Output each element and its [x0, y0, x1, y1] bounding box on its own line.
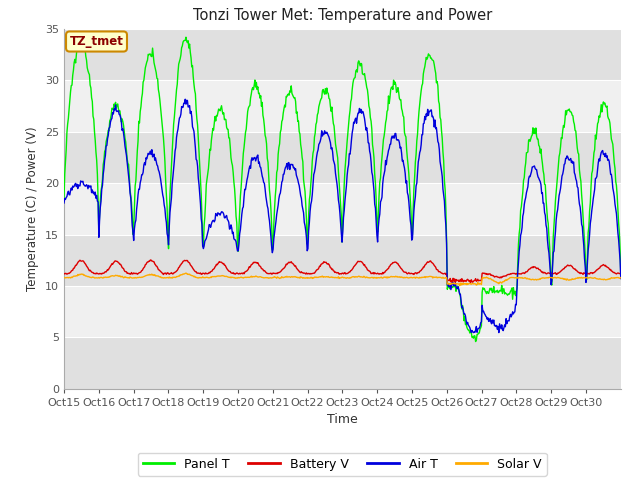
Air T	[60, 200, 68, 206]
Battery V	[432, 264, 440, 270]
Solar V	[60, 275, 68, 280]
Battery V	[147, 257, 154, 263]
Solar V	[456, 283, 463, 288]
Solar V	[125, 275, 133, 281]
Panel T	[401, 130, 408, 135]
Bar	[64, 132, 621, 183]
Air T	[277, 185, 285, 191]
Solar V	[401, 275, 408, 280]
X-axis label: Time: Time	[327, 413, 358, 426]
Panel T	[126, 187, 134, 193]
Line: Solar V: Solar V	[64, 273, 621, 286]
Line: Panel T: Panel T	[64, 36, 621, 342]
Air T	[470, 330, 477, 336]
Panel T	[256, 95, 264, 101]
Battery V	[125, 271, 133, 276]
Panel T	[76, 34, 84, 39]
Y-axis label: Temperature (C) / Power (V): Temperature (C) / Power (V)	[26, 127, 40, 291]
Bar	[64, 235, 621, 286]
Air T	[617, 276, 625, 281]
Air T	[256, 164, 264, 170]
Air T	[401, 165, 408, 171]
Solar V	[182, 270, 190, 276]
Battery V	[467, 280, 474, 286]
Battery V	[256, 263, 264, 269]
Battery V	[228, 270, 236, 276]
Battery V	[60, 271, 68, 276]
Battery V	[277, 268, 285, 274]
Air T	[125, 180, 133, 186]
Panel T	[472, 339, 479, 345]
Title: Tonzi Tower Met: Temperature and Power: Tonzi Tower Met: Temperature and Power	[193, 9, 492, 24]
Bar	[64, 183, 621, 235]
Bar	[64, 337, 621, 389]
Line: Battery V: Battery V	[64, 260, 621, 283]
Solar V	[432, 275, 440, 280]
Solar V	[228, 275, 236, 280]
Battery V	[617, 270, 625, 276]
Air T	[432, 126, 440, 132]
Bar	[64, 286, 621, 337]
Solar V	[256, 274, 264, 279]
Solar V	[277, 275, 285, 281]
Panel T	[617, 272, 625, 278]
Line: Air T: Air T	[64, 99, 621, 333]
Air T	[181, 96, 189, 102]
Bar	[64, 80, 621, 132]
Battery V	[401, 269, 408, 275]
Panel T	[277, 127, 285, 132]
Panel T	[432, 70, 440, 76]
Panel T	[228, 163, 236, 168]
Solar V	[617, 275, 625, 280]
Air T	[228, 231, 236, 237]
Text: TZ_tmet: TZ_tmet	[70, 35, 124, 48]
Legend: Panel T, Battery V, Air T, Solar V: Panel T, Battery V, Air T, Solar V	[138, 453, 547, 476]
Bar	[64, 29, 621, 80]
Panel T	[60, 196, 68, 202]
